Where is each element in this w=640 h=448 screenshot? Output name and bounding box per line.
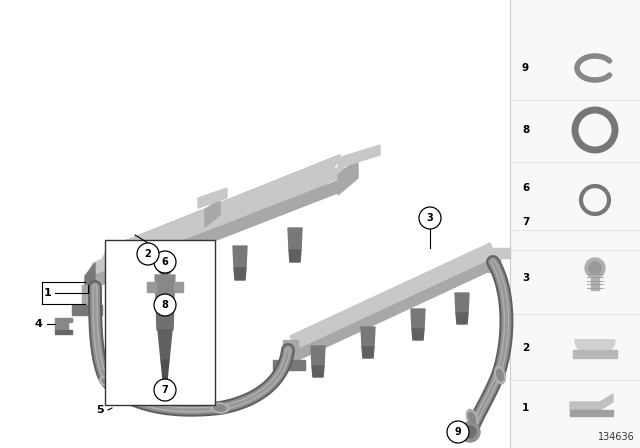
- Text: 7: 7: [522, 217, 529, 227]
- Text: 1: 1: [44, 288, 52, 298]
- Text: 2: 2: [145, 249, 152, 259]
- Polygon shape: [174, 282, 183, 292]
- Polygon shape: [488, 250, 500, 272]
- Polygon shape: [147, 282, 156, 292]
- Text: 9: 9: [522, 63, 529, 73]
- Ellipse shape: [497, 369, 503, 381]
- Polygon shape: [570, 394, 613, 410]
- Polygon shape: [575, 340, 615, 356]
- Polygon shape: [288, 228, 302, 250]
- Polygon shape: [85, 263, 95, 303]
- Ellipse shape: [102, 379, 114, 385]
- Polygon shape: [362, 347, 374, 358]
- Polygon shape: [88, 178, 345, 290]
- Circle shape: [154, 294, 176, 316]
- Text: 8: 8: [161, 300, 168, 310]
- Polygon shape: [161, 360, 169, 380]
- Polygon shape: [510, 0, 640, 448]
- Text: 9: 9: [454, 427, 461, 437]
- Text: 134636: 134636: [598, 432, 635, 442]
- Polygon shape: [90, 155, 340, 285]
- Polygon shape: [338, 145, 380, 168]
- Polygon shape: [361, 327, 375, 347]
- Polygon shape: [72, 305, 102, 315]
- Text: 3: 3: [427, 213, 433, 223]
- Polygon shape: [570, 410, 613, 416]
- Circle shape: [589, 262, 601, 274]
- Polygon shape: [163, 380, 167, 395]
- Polygon shape: [55, 318, 72, 330]
- Ellipse shape: [468, 412, 476, 424]
- Polygon shape: [234, 268, 246, 280]
- Polygon shape: [283, 340, 298, 363]
- Text: 4: 4: [34, 319, 42, 329]
- Ellipse shape: [495, 366, 506, 384]
- Polygon shape: [178, 264, 192, 286]
- Polygon shape: [412, 329, 424, 340]
- Polygon shape: [124, 305, 136, 317]
- Polygon shape: [290, 255, 496, 361]
- Polygon shape: [90, 155, 340, 285]
- Polygon shape: [179, 286, 191, 298]
- Bar: [105, 240, 215, 405]
- Polygon shape: [155, 275, 175, 300]
- Ellipse shape: [99, 376, 116, 388]
- Polygon shape: [55, 330, 72, 334]
- Polygon shape: [158, 330, 172, 360]
- Text: 3: 3: [522, 273, 529, 283]
- Polygon shape: [289, 250, 301, 262]
- Text: 6: 6: [522, 183, 529, 193]
- Polygon shape: [123, 283, 137, 305]
- Circle shape: [460, 422, 480, 442]
- Polygon shape: [90, 155, 340, 285]
- Circle shape: [419, 207, 441, 229]
- Polygon shape: [82, 285, 95, 308]
- Polygon shape: [338, 158, 358, 195]
- Circle shape: [154, 251, 176, 273]
- Text: 1: 1: [522, 403, 529, 413]
- Polygon shape: [311, 346, 325, 366]
- Ellipse shape: [467, 409, 477, 426]
- Circle shape: [464, 426, 476, 438]
- Polygon shape: [411, 309, 425, 329]
- Polygon shape: [198, 188, 227, 208]
- Polygon shape: [205, 198, 220, 227]
- Circle shape: [447, 421, 469, 443]
- Ellipse shape: [211, 403, 229, 413]
- Polygon shape: [591, 268, 599, 290]
- Circle shape: [154, 379, 176, 401]
- Polygon shape: [312, 366, 324, 377]
- Polygon shape: [88, 165, 345, 276]
- Polygon shape: [273, 360, 305, 370]
- Polygon shape: [456, 313, 468, 324]
- Text: 8: 8: [522, 125, 529, 135]
- Text: 7: 7: [162, 385, 168, 395]
- Text: 5: 5: [96, 405, 104, 415]
- Circle shape: [585, 258, 605, 278]
- Polygon shape: [156, 300, 174, 330]
- Polygon shape: [233, 246, 247, 268]
- Text: 6: 6: [162, 257, 168, 267]
- Polygon shape: [290, 243, 496, 349]
- Polygon shape: [480, 248, 510, 258]
- Polygon shape: [573, 350, 617, 358]
- Polygon shape: [455, 293, 469, 313]
- Text: 2: 2: [522, 343, 529, 353]
- Circle shape: [137, 243, 159, 265]
- Ellipse shape: [214, 405, 226, 411]
